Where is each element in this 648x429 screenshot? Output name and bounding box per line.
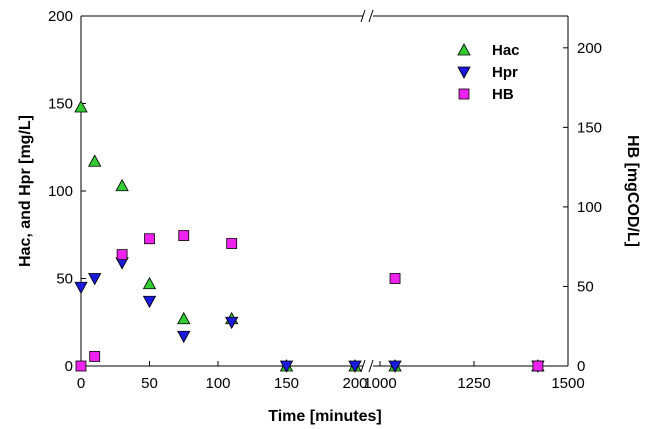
data-point-hpr — [177, 330, 191, 344]
data-point-hb — [226, 238, 238, 249]
legend-label-hpr: Hpr — [492, 64, 518, 81]
axis-break-mark — [368, 359, 374, 373]
data-point-hb — [144, 233, 155, 245]
x-tick-label: 150 — [274, 375, 299, 392]
data-point-hb — [389, 273, 401, 284]
y-axis-right-title: HB [mgCOD/L] — [624, 135, 641, 247]
data-point-hpr — [225, 316, 239, 330]
marks-layer — [74, 100, 545, 373]
x-tick-label: 0 — [77, 375, 85, 392]
y-right-tick-label: 200 — [577, 40, 602, 57]
x-axis-title: Time [minutes] — [268, 408, 382, 425]
data-point-hpr — [279, 360, 294, 373]
x-tick-label: 1500 — [551, 375, 584, 392]
x-tick-label: 1250 — [457, 375, 490, 392]
data-point-hpr — [388, 360, 402, 373]
y-axis-left-title: Hac, and Hpr [mg/L] — [17, 115, 34, 267]
data-point-hpr — [348, 360, 362, 373]
y-right-tick-label: 50 — [577, 278, 594, 295]
legend-label-hb: HB — [492, 86, 514, 103]
x-tick-label: 1000 — [363, 375, 396, 392]
legend-label-hac: Hac — [492, 42, 520, 59]
legend: Hac Hpr HB — [457, 42, 520, 103]
data-point-hac — [74, 100, 88, 113]
data-point-hpr — [88, 273, 102, 286]
y-left-tick-label: 200 — [48, 8, 73, 25]
y-left-tick-label: 150 — [48, 96, 73, 113]
y-right-tick-label: 100 — [577, 199, 602, 216]
y-left-tick-label: 100 — [48, 183, 73, 200]
data-point-hpr — [74, 281, 88, 295]
data-point-hb — [89, 351, 101, 362]
data-point-hpr — [142, 295, 157, 309]
legend-marker-hac — [457, 43, 471, 56]
legend-marker-hpr — [457, 66, 471, 79]
x-tick-label: 50 — [141, 375, 158, 392]
data-point-hb — [116, 249, 128, 261]
x-tick-label: 200 — [342, 375, 367, 392]
y-right-tick-label: 150 — [577, 119, 602, 136]
data-point-hac — [115, 178, 129, 192]
data-point-hac — [177, 311, 191, 325]
x-tick-label: 100 — [205, 375, 230, 392]
data-point-hac — [142, 276, 157, 290]
y-left-tick-label: 50 — [56, 271, 73, 288]
data-point-hac — [88, 154, 102, 167]
data-point-hb — [75, 360, 87, 372]
data-point-hb — [532, 360, 544, 372]
axis-break-mark — [360, 359, 366, 373]
data-point-hb — [178, 230, 190, 241]
legend-marker-hb — [458, 88, 470, 100]
axis-break-mark — [360, 9, 366, 23]
axis-break-mark — [368, 9, 374, 23]
y-right-tick-label: 0 — [577, 358, 585, 375]
y-left-tick-label: 0 — [65, 358, 73, 375]
